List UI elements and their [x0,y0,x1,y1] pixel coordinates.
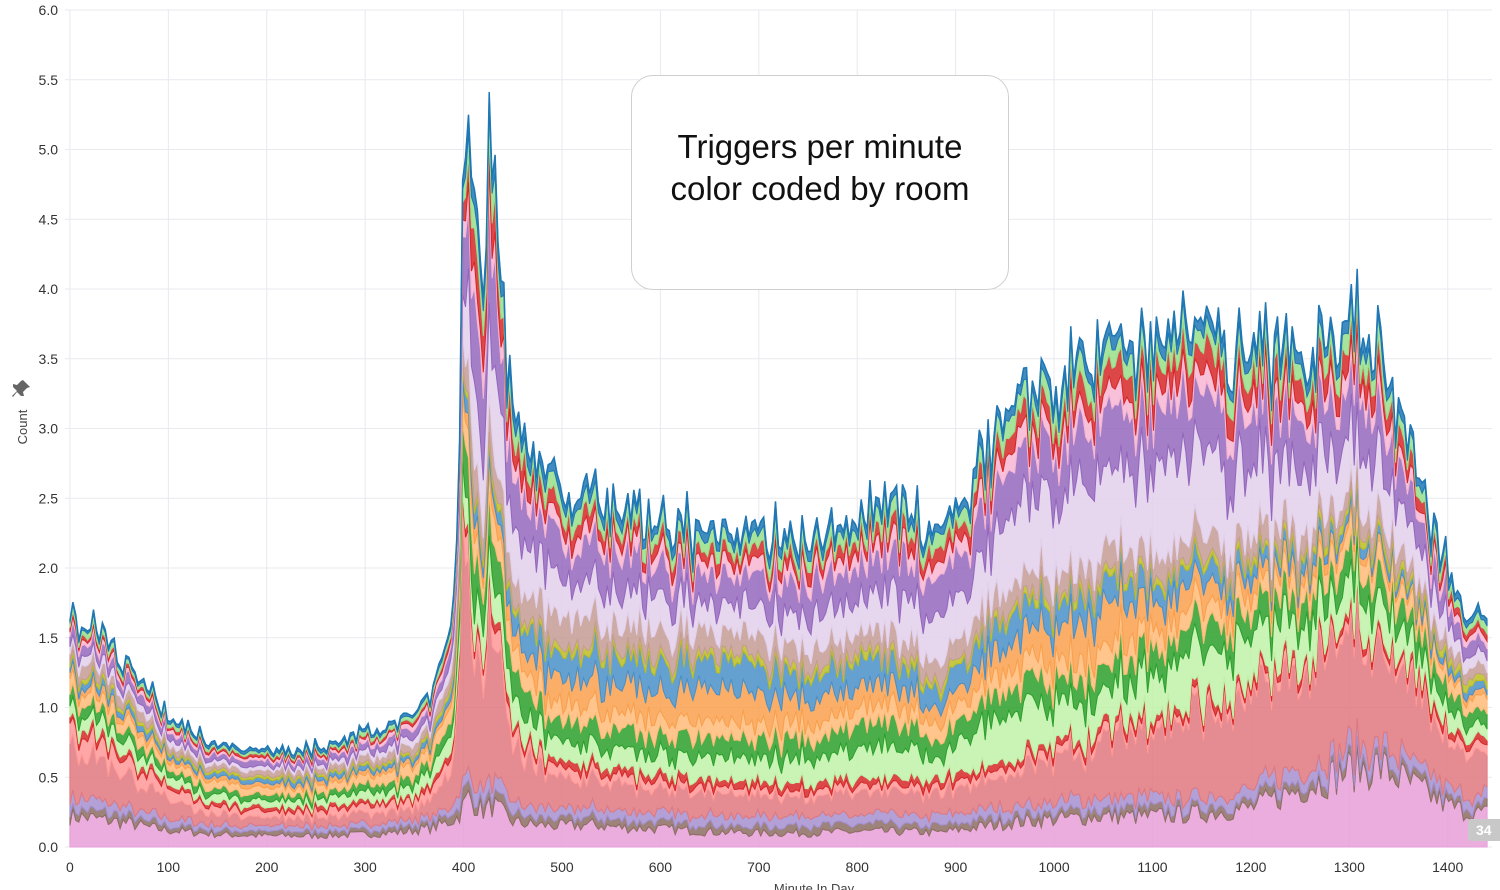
x-tick-label: 900 [944,859,968,875]
pin-icon[interactable] [10,378,32,400]
x-tick-label: 1200 [1235,859,1266,875]
annotation-line-1: Triggers per minute [677,127,963,165]
x-tick-label: 1400 [1432,859,1463,875]
y-tick-label: 0.0 [39,839,59,855]
y-tick-labels: 0.0 0.5 1.0 1.5 2.0 2.5 3.0 3.5 4.0 4.5 5.0 5.5 6.0 [39,2,59,855]
y-tick-label: 4.0 [39,281,59,297]
x-tick-label: 1000 [1038,859,1069,875]
y-tick-label: 0.5 [39,769,59,785]
x-axis-title: Minute In Day [774,881,855,890]
x-tick-label: 0 [66,859,74,875]
x-tick-labels: 0 100 200 300 400 500 600 700 800 900 1000 1100 1200… [66,859,1463,875]
x-tick-label: 800 [846,859,870,875]
x-tick-label: 600 [649,859,673,875]
y-tick-label: 3.5 [39,351,59,367]
total-line [69,92,1488,760]
annotation-line-2: color coded by room [670,169,970,207]
y-tick-label: 2.5 [39,490,59,506]
y-tick-label: 6.0 [39,2,59,18]
x-tick-label: 1100 [1137,859,1167,875]
x-tick-label: 100 [157,859,181,875]
x-tick-label: 700 [747,859,771,875]
y-tick-label: 1.5 [39,630,59,646]
y-tick-label: 4.5 [39,211,59,227]
y-axis-title: Count [15,409,30,444]
annotation-box: Triggers per minute color coded by room [631,75,1009,290]
x-tick-label: 1300 [1334,859,1365,875]
y-tick-label: 5.0 [39,142,59,158]
y-tick-label: 1.0 [39,700,59,716]
x-tick-label: 300 [353,859,377,875]
y-tick-label: 2.0 [39,560,59,576]
x-tick-label: 500 [550,859,574,875]
series-areas [69,92,1488,848]
count-badge: 34 [1468,819,1500,841]
y-tick-label: 3.0 [39,421,59,437]
x-tick-label: 200 [255,859,279,875]
x-tick-label: 400 [452,859,476,875]
y-tick-label: 5.5 [39,72,59,88]
